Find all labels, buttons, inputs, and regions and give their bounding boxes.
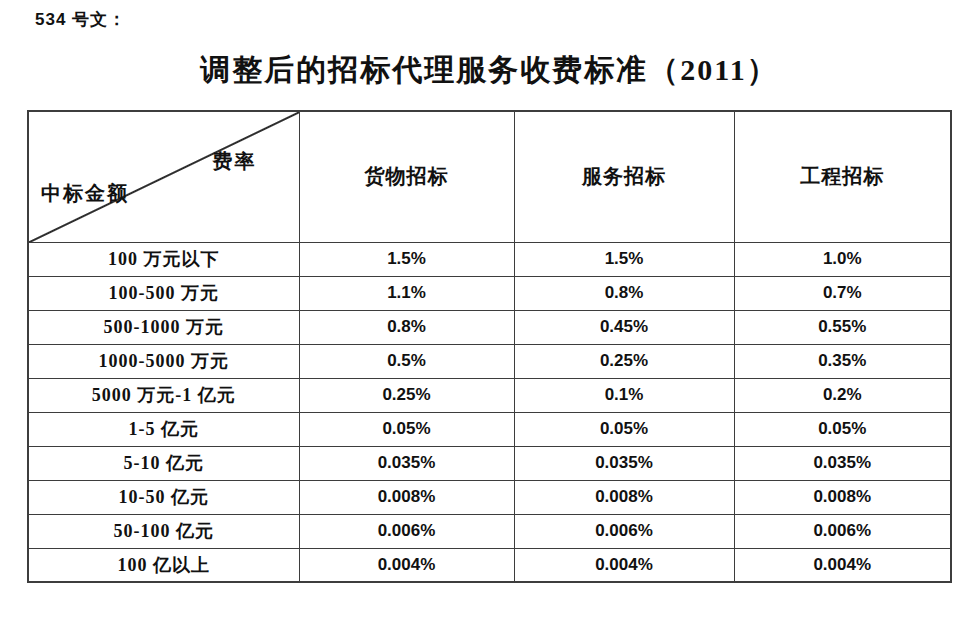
rate-cell-engineering: 0.035% (734, 446, 951, 480)
rate-cell-goods: 0.006% (299, 514, 514, 548)
rate-cell-services: 0.1% (514, 378, 734, 412)
rate-cell-goods: 1.1% (299, 276, 514, 310)
rate-cell-goods: 1.5% (299, 242, 514, 276)
rate-cell-goods: 0.008% (299, 480, 514, 514)
corner-label-amount: 中标金额 (41, 180, 129, 207)
rate-cell-services: 0.035% (514, 446, 734, 480)
row-label-amount-range: 10-50 亿元 (28, 480, 299, 514)
table-row: 10-50 亿元 0.008% 0.008% 0.008% (28, 480, 951, 514)
table-header-row: 费率 中标金额 货物招标 服务招标 工程招标 (28, 111, 951, 242)
rate-cell-engineering: 0.006% (734, 514, 951, 548)
rate-cell-engineering: 0.05% (734, 412, 951, 446)
document-page: 534 号文： 调整后的招标代理服务收费标准（2011） 费率 中标金额 货物招… (0, 0, 979, 629)
row-label-amount-range: 5-10 亿元 (28, 446, 299, 480)
rate-cell-services: 1.5% (514, 242, 734, 276)
rate-cell-engineering: 0.7% (734, 276, 951, 310)
row-label-amount-range: 1-5 亿元 (28, 412, 299, 446)
row-label-amount-range: 100 亿以上 (28, 548, 299, 582)
doc-number-label: 534 号文： (35, 8, 126, 31)
row-label-amount-range: 50-100 亿元 (28, 514, 299, 548)
rate-cell-engineering: 0.2% (734, 378, 951, 412)
column-header-services: 服务招标 (514, 111, 734, 242)
corner-label-rate: 费率 (213, 148, 257, 175)
rate-cell-goods: 0.05% (299, 412, 514, 446)
table-row: 1-5 亿元 0.05% 0.05% 0.05% (28, 412, 951, 446)
row-label-amount-range: 5000 万元-1 亿元 (28, 378, 299, 412)
rate-cell-services: 0.008% (514, 480, 734, 514)
rate-cell-engineering: 0.55% (734, 310, 951, 344)
diagonal-header-cell: 费率 中标金额 (28, 111, 299, 242)
table-row: 500-1000 万元 0.8% 0.45% 0.55% (28, 310, 951, 344)
row-label-amount-range: 1000-5000 万元 (28, 344, 299, 378)
rate-cell-engineering: 0.35% (734, 344, 951, 378)
rate-cell-goods: 0.035% (299, 446, 514, 480)
table-row: 100 亿以上 0.004% 0.004% 0.004% (28, 548, 951, 582)
table-row: 5-10 亿元 0.035% 0.035% 0.035% (28, 446, 951, 480)
column-header-goods: 货物招标 (299, 111, 514, 242)
row-label-amount-range: 100-500 万元 (28, 276, 299, 310)
table-row: 1000-5000 万元 0.5% 0.25% 0.35% (28, 344, 951, 378)
table-row: 50-100 亿元 0.006% 0.006% 0.006% (28, 514, 951, 548)
rate-cell-services: 0.25% (514, 344, 734, 378)
rate-cell-goods: 0.004% (299, 548, 514, 582)
rate-cell-goods: 0.8% (299, 310, 514, 344)
table-row: 100-500 万元 1.1% 0.8% 0.7% (28, 276, 951, 310)
table-row: 5000 万元-1 亿元 0.25% 0.1% 0.2% (28, 378, 951, 412)
rate-cell-services: 0.45% (514, 310, 734, 344)
row-label-amount-range: 100 万元以下 (28, 242, 299, 276)
rate-cell-engineering: 0.008% (734, 480, 951, 514)
rate-cell-services: 0.05% (514, 412, 734, 446)
row-label-amount-range: 500-1000 万元 (28, 310, 299, 344)
rate-cell-services: 0.8% (514, 276, 734, 310)
table-body: 100 万元以下 1.5% 1.5% 1.0% 100-500 万元 1.1% … (28, 242, 951, 582)
rate-cell-services: 0.004% (514, 548, 734, 582)
rate-cell-goods: 0.5% (299, 344, 514, 378)
rate-cell-engineering: 0.004% (734, 548, 951, 582)
page-title: 调整后的招标代理服务收费标准（2011） (0, 50, 979, 91)
rate-cell-engineering: 1.0% (734, 242, 951, 276)
rate-cell-goods: 0.25% (299, 378, 514, 412)
column-header-engineering: 工程招标 (734, 111, 951, 242)
rate-cell-services: 0.006% (514, 514, 734, 548)
fee-rate-table: 费率 中标金额 货物招标 服务招标 工程招标 100 万元以下 1.5% 1.5… (27, 110, 952, 583)
table-row: 100 万元以下 1.5% 1.5% 1.0% (28, 242, 951, 276)
